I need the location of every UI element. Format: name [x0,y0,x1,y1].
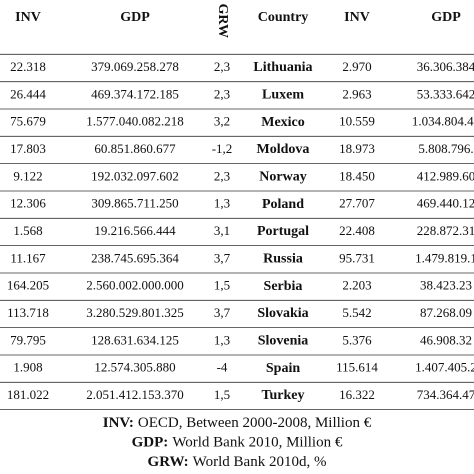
table-cell: 38.423.23 [420,278,472,293]
table-cell: 1.034.804.49 [412,114,474,129]
table-cell: -4 [217,360,228,375]
table-cell: 46.908.32 [420,332,472,347]
table-cell: 11.167 [10,250,46,265]
footnote-label: INV: [103,415,134,431]
table-cell: 19.216.566.444 [94,223,176,238]
table-cell: 469.440.12 [417,196,474,211]
table-cell: 113.718 [7,305,49,320]
footnote: GDP: World Bank 2010, Million € [132,435,343,451]
country-cell: Spain [266,361,300,376]
country-cell: Moldova [257,142,310,157]
country-cell: Turkey [261,388,304,403]
footnote-text: World Bank 2010d, % [193,454,327,470]
table-cell: -1,2 [212,141,233,156]
table-cell: 128.631.634.125 [91,332,179,347]
table-cell: 12.306 [10,196,46,211]
country-cell: Russia [263,252,303,267]
header-cell: Country [258,10,309,25]
country-cell: Slovakia [257,306,308,321]
table-cell: 1.568 [13,223,42,238]
header-cell: GDP [431,10,461,25]
table-cell: 238.745.695.364 [91,250,179,265]
table-cell: 3.280.529.801.325 [86,305,184,320]
table-cell: 5.542 [342,305,371,320]
table-cell: 1,3 [214,332,230,347]
table-cell: 75.679 [10,114,46,129]
table-cell: 27.707 [339,196,375,211]
table-cell: 18.450 [339,168,375,183]
table-cell: 734.364.47 [417,387,474,402]
table-cell: 1,5 [214,387,230,402]
table-cell: 12.574.305.880 [94,360,175,375]
table-cell: 95.731 [339,250,375,265]
table-cell: 1,5 [214,278,230,293]
header-cell: INV [344,10,370,25]
table-cell: 2.051.412.153.370 [86,387,184,402]
footnote-text: World Bank 2010, Million € [172,435,343,451]
country-cell: Norway [259,170,306,185]
table-cell: 22.318 [10,59,46,74]
table-cell: 2.560.002.000.000 [86,278,184,293]
country-cell: Serbia [264,279,303,294]
footnote-label: GRW: [148,454,189,470]
header-cell: GRW [215,3,230,38]
table-cell: 22.408 [339,223,375,238]
table-cell: 192.032.097.602 [91,168,179,183]
table-cell: 2,3 [214,59,230,74]
table-cell: 1.908 [13,360,42,375]
table-cell: 5.808.796. [418,141,473,156]
table-cell: 60.851.860.677 [94,141,176,156]
table-cell: 9.122 [13,168,42,183]
table-cell: 79.795 [10,332,46,347]
footnote-label: GDP: [132,435,169,451]
header-cell: GDP [120,10,150,25]
country-cell: Lithuania [253,60,312,75]
table-cell: 1,3 [214,196,230,211]
country-cell: Luxem [262,88,304,103]
table-cell: 469.374.172.185 [91,86,179,101]
table-cell: 228.872.31 [417,223,474,238]
country-cell: Slovenia [258,334,309,349]
table-cell: 379.069.258.278 [91,59,179,74]
table-cell: 164.205 [7,278,49,293]
country-cell: Mexico [261,115,305,130]
table-cell: 115.614 [336,360,378,375]
table-cell: 2,3 [214,168,230,183]
country-cell: Portugal [257,224,309,239]
table-cell: 36.306.384 [417,59,474,74]
table-cell: 1.577.040.082.218 [86,114,184,129]
table-cell: 1.407.405.2 [415,360,474,375]
country-cell: Poland [262,197,304,212]
table-cell: 5.376 [342,332,372,347]
table-cell: 2,3 [214,86,230,101]
table-cell: 3,7 [214,305,231,320]
header-cell: INV [15,10,41,25]
table-cell: 17.803 [10,141,46,156]
table-cell: 3,2 [214,114,230,129]
table-cell: 412.989.60 [417,168,474,183]
footnote: GRW: World Bank 2010d, % [148,454,327,470]
table-cell: 309.865.711.250 [91,196,178,211]
table-cell: 2.963 [342,86,371,101]
table-cell: 16.322 [339,387,375,402]
footnote-text: OECD, Between 2000-2008, Million € [138,415,372,431]
table-cell: 181.022 [7,387,49,402]
table-cell: 1.479.819.1 [415,250,474,265]
table-cell: 10.559 [339,114,375,129]
table-cell: 2.970 [342,59,371,74]
table-cell: 2.203 [342,278,371,293]
table-cell: 3,7 [214,250,231,265]
table-cell: 26.444 [10,86,46,101]
table-cell: 18.973 [339,141,375,156]
table-cell: 3,1 [214,223,230,238]
table-cell: 53.333.642 [417,86,474,101]
table-cell: 87.268.09 [420,305,472,320]
footnote: INV: OECD, Between 2000-2008, Million € [103,415,372,431]
